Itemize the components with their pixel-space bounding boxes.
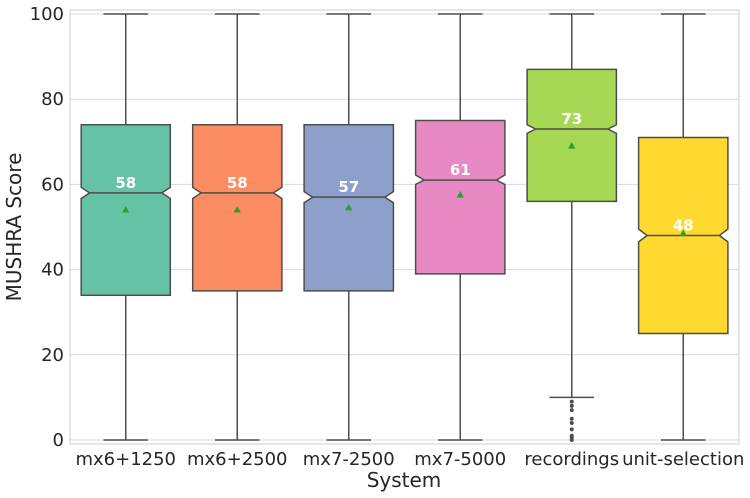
- box-unit-selection: 48: [637, 13, 729, 441]
- median-value-label: 73: [561, 110, 582, 128]
- median-value-label: 57: [338, 178, 359, 196]
- x-tick-label: recordings: [524, 449, 619, 470]
- median-value-label: 58: [227, 174, 248, 192]
- plot-area-frame: [69, 9, 740, 445]
- box-mx7-2500: 57: [303, 13, 395, 441]
- box-mx6+2500: 58: [191, 13, 283, 441]
- median-value-label: 58: [115, 174, 136, 192]
- mean-marker: [456, 191, 464, 198]
- box-recordings: 73: [526, 13, 618, 442]
- outlier-point: [569, 420, 574, 425]
- x-tick-label: mx6+2500: [187, 449, 288, 470]
- mean-marker: [568, 142, 576, 149]
- box-mx7-5000: 61: [414, 13, 506, 441]
- y-tick-label: 60: [41, 174, 64, 195]
- outlier-point: [569, 416, 574, 421]
- median-value-label: 61: [450, 161, 471, 179]
- x-tick-label: mx7-2500: [303, 449, 395, 470]
- outlier-point: [569, 427, 574, 432]
- mean-marker: [345, 203, 353, 211]
- outlier-point: [569, 433, 574, 438]
- x-tick-label: unit-selection: [622, 449, 744, 470]
- grid-layer: [70, 13, 739, 441]
- notched-box: [526, 68, 618, 203]
- y-axis-title: MUSHRA Score: [2, 153, 26, 302]
- y-tick-label: 0: [53, 430, 64, 451]
- y-tick-label: 20: [41, 345, 64, 366]
- y-tick-label: 40: [41, 260, 64, 281]
- outlier-point: [569, 403, 574, 408]
- median-value-label: 48: [673, 217, 694, 235]
- mean-marker: [122, 205, 130, 213]
- y-tick-label: 80: [41, 89, 64, 110]
- x-axis-title: System: [367, 468, 442, 492]
- y-axis-ticks: 0 20 40 60 80 100: [30, 4, 64, 451]
- mean-marker: [233, 205, 241, 213]
- x-axis-ticks: mx6+1250 mx6+2500 mx7-2500 mx7-5000 recordin…: [75, 449, 744, 470]
- mean-marker: [679, 229, 687, 236]
- y-tick-label: 100: [30, 4, 64, 25]
- x-tick-label: mx7-5000: [414, 449, 506, 470]
- x-tick-label: mx6+1250: [75, 449, 176, 470]
- boxes-layer: 58 58 57 61 73 48: [80, 13, 729, 442]
- outlier-point: [569, 408, 574, 413]
- box-mx6+1250: 58: [80, 13, 172, 441]
- outlier-point: [569, 399, 574, 404]
